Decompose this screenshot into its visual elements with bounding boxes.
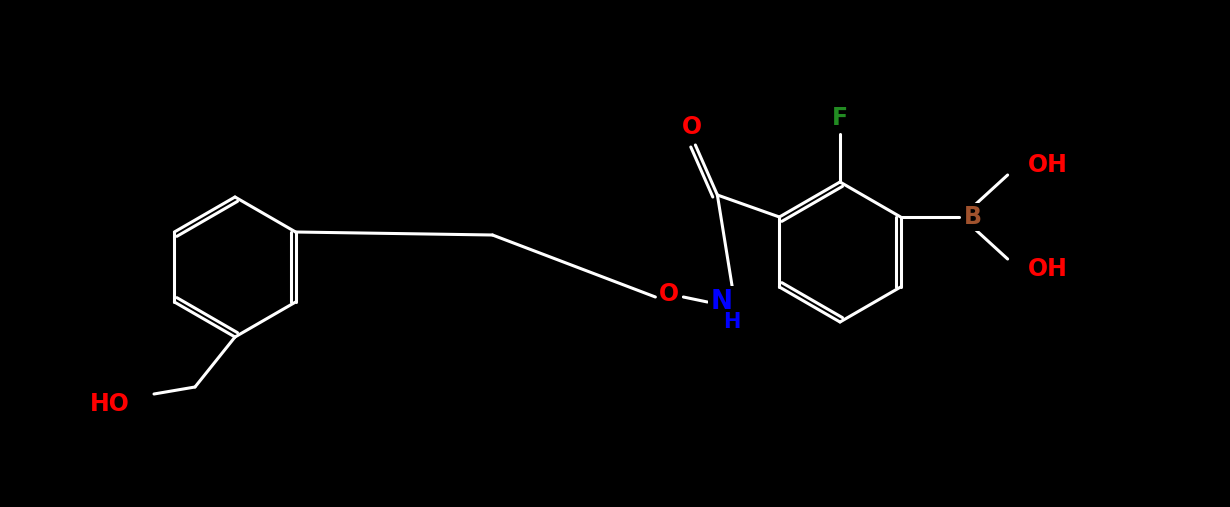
Text: B: B [963, 205, 982, 229]
Text: N: N [711, 289, 732, 315]
Text: F: F [831, 106, 847, 130]
Text: HO: HO [90, 392, 130, 416]
Text: OH: OH [1027, 153, 1068, 177]
Text: H: H [723, 312, 740, 332]
Text: O: O [659, 282, 679, 306]
Text: OH: OH [1027, 257, 1068, 281]
Text: O: O [683, 115, 702, 139]
